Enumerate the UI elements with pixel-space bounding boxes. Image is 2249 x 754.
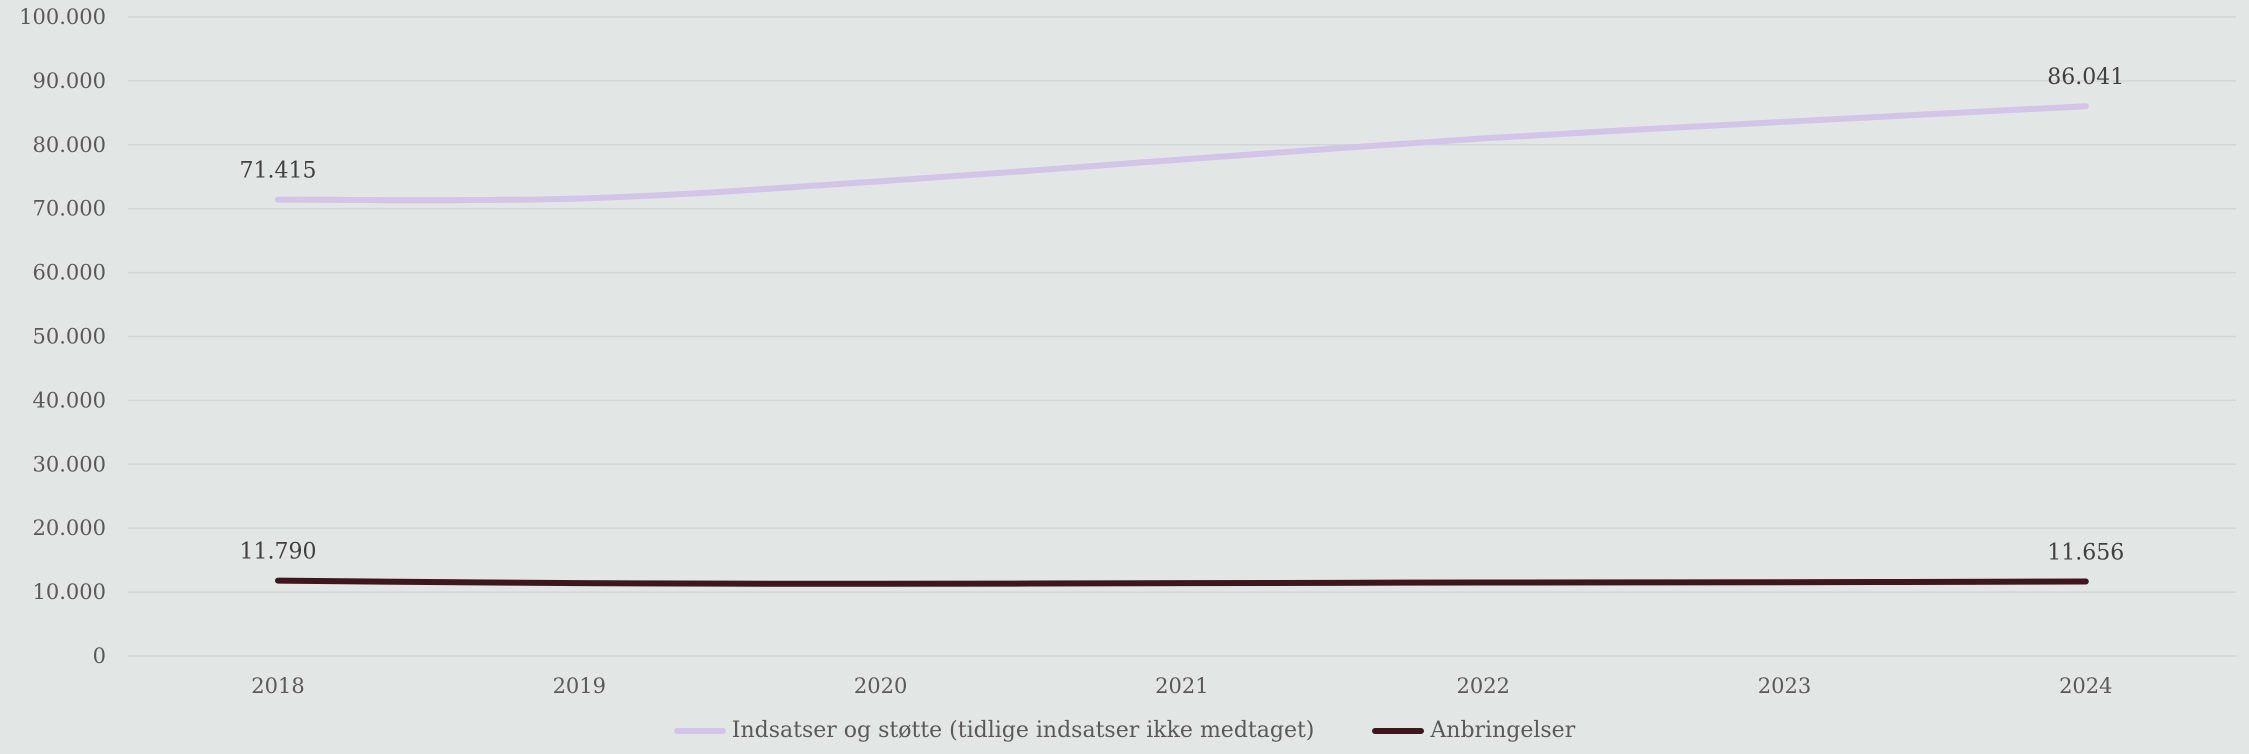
- y-tick-label: 90.000: [33, 69, 106, 93]
- y-tick-label: 60.000: [33, 261, 106, 285]
- y-tick-label: 20.000: [33, 516, 106, 540]
- x-tick-label: 2024: [2059, 674, 2112, 698]
- data-label: 71.415: [240, 159, 317, 184]
- x-tick-label: 2023: [1758, 674, 1811, 698]
- y-tick-label: 40.000: [33, 388, 106, 412]
- legend-label-anbringelser: Anbringelser: [1430, 718, 1576, 743]
- legend: Indsatser og støtte (tidlige indsatser i…: [0, 718, 2249, 743]
- legend-label-indsatser: Indsatser og støtte (tidlige indsatser i…: [731, 718, 1315, 743]
- data-labels: 71.415 86.041 11.790 11.656: [240, 65, 2125, 565]
- y-tick-label: 10.000: [33, 580, 106, 604]
- data-label: 86.041: [2047, 65, 2124, 90]
- x-tick-label: 2022: [1456, 674, 1509, 698]
- x-tick-label: 2021: [1155, 674, 1208, 698]
- y-tick-label: 100.000: [19, 5, 106, 29]
- y-tick-label: 50.000: [33, 325, 106, 349]
- y-axis-ticks: 0 10.000 20.000 30.000 40.000 50.000 60.000 70.…: [19, 5, 106, 668]
- legend-item-indsatser[interactable]: Indsatser og støtte (tidlige indsatser i…: [673, 718, 1315, 743]
- series-line-1: [275, 577, 2089, 587]
- legend-swatch-anbringelser: [1372, 727, 1425, 734]
- y-tick-label: 0: [93, 644, 106, 668]
- x-axis-ticks: 2018 2019 2020 2021 2022 2023 2024: [251, 674, 2112, 698]
- x-tick-label: 2019: [553, 674, 606, 698]
- chart-plot: 0 10.000 20.000 30.000 40.000 50.000 60.000 70.…: [19, 5, 2236, 698]
- y-tick-label: 30.000: [33, 452, 106, 476]
- data-label: 11.790: [240, 540, 317, 565]
- y-tick-label: 80.000: [33, 133, 106, 157]
- x-tick-label: 2018: [251, 674, 304, 698]
- series-lines: [275, 103, 2089, 587]
- legend-item-anbringelser[interactable]: Anbringelser: [1372, 718, 1575, 743]
- y-tick-label: 70.000: [33, 197, 106, 221]
- gridlines: [128, 16, 2236, 657]
- legend-swatch-indsatser: [673, 727, 726, 734]
- data-label: 11.656: [2047, 541, 2124, 566]
- x-tick-label: 2020: [854, 674, 907, 698]
- series-line-0: [275, 103, 2089, 204]
